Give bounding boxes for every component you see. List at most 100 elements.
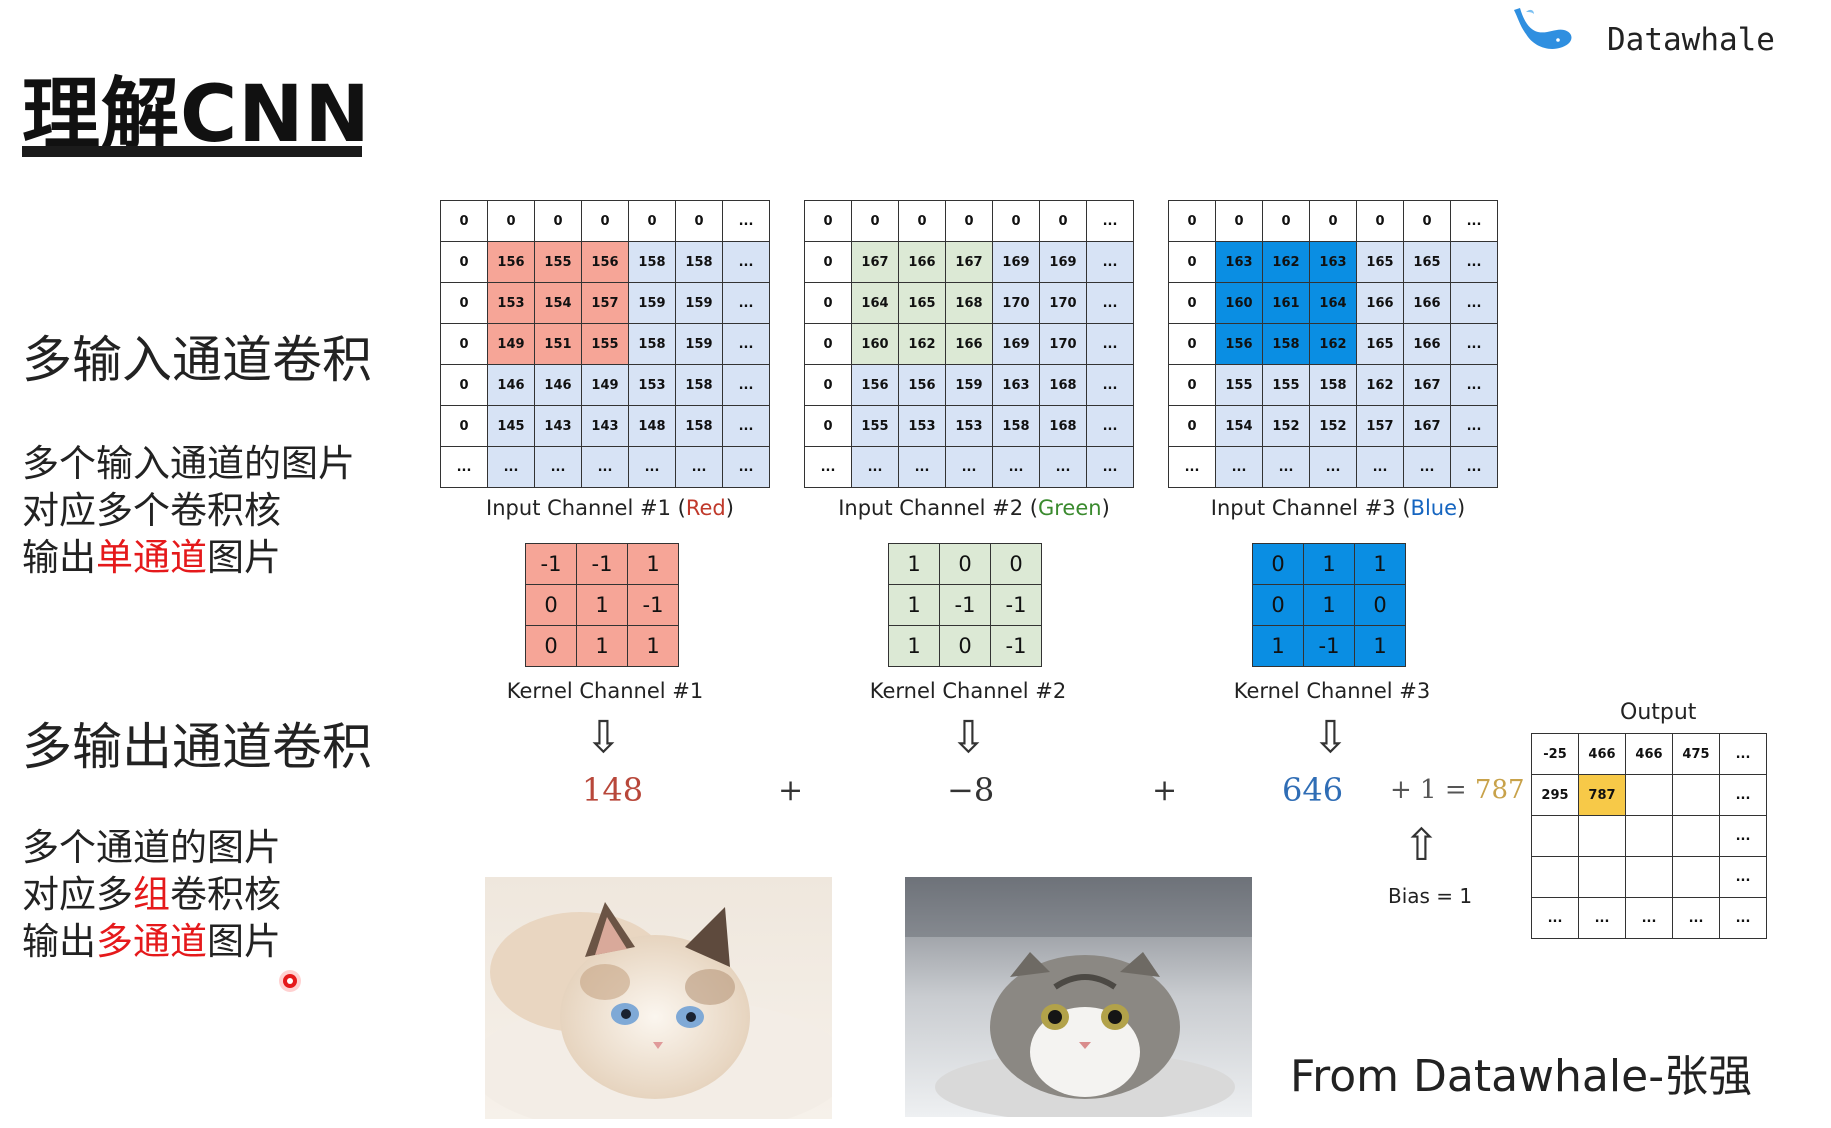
grid-cell: 0 <box>534 200 582 242</box>
grid-cell: ... <box>722 405 770 447</box>
section2-text: 多个通道的图片 对应多组卷积核 输出多通道图片 <box>22 824 281 965</box>
grid-cell: 0 <box>804 282 852 324</box>
grid-cell: ... <box>1086 323 1134 365</box>
grid-cell: 170 <box>1039 323 1087 365</box>
caption-suffix: ) <box>725 496 734 520</box>
grid-cell: 145 <box>487 405 535 447</box>
grid-cell: 0 <box>1168 282 1216 324</box>
kernel-3-grid: 0 1 1 0 1 0 1 -1 1 <box>1252 543 1406 667</box>
grid-cell: 0 <box>945 200 993 242</box>
pointer-dot-icon <box>279 970 301 992</box>
grid-cell: 158 <box>1262 323 1310 365</box>
kernel-caption: Kernel Channel #3 <box>1233 679 1431 703</box>
grid-cell: ... <box>851 446 899 488</box>
grid-cell: ... <box>722 323 770 365</box>
grid-cell: ... <box>628 446 676 488</box>
text-span: 输出 <box>22 920 96 963</box>
grid-cell: 0 <box>675 200 723 242</box>
grid-cell: 153 <box>628 364 676 406</box>
output-title: Output <box>1620 700 1697 725</box>
kernel-cell: 0 <box>939 625 991 667</box>
grid-cell: 156 <box>851 364 899 406</box>
grid-cell: 166 <box>898 241 946 283</box>
text-span: 卷积核 <box>170 873 281 916</box>
grid-cell: ... <box>1450 200 1498 242</box>
grid-cell: 149 <box>487 323 535 365</box>
grid-cell: 167 <box>945 241 993 283</box>
grid-cell: 0 <box>1168 364 1216 406</box>
grid-cell: 0 <box>1168 200 1216 242</box>
kernel-1-grid: -1 -1 1 0 1 -1 0 1 1 <box>525 543 679 667</box>
grid-cell: ... <box>1215 446 1263 488</box>
highlight-text: 单通道 <box>96 536 207 579</box>
channel3-result: 646 <box>1282 771 1344 809</box>
output-cell: 787 <box>1578 774 1626 816</box>
grid-cell: 155 <box>534 241 582 283</box>
caption-color-word: Green <box>1037 496 1102 520</box>
grid-cell: 156 <box>581 241 629 283</box>
grid-cell: ... <box>804 446 852 488</box>
kernel-cell: -1 <box>525 543 577 585</box>
kernel-cell: 1 <box>1303 543 1355 585</box>
section2-line: 输出多通道图片 <box>22 918 281 965</box>
kernel-cell: -1 <box>1303 625 1355 667</box>
grid-cell: 158 <box>675 364 723 406</box>
text-span: 多个输入通道的图片 <box>22 442 355 485</box>
grid-cell: 155 <box>851 405 899 447</box>
grid-cell: 155 <box>581 323 629 365</box>
grid-cell: 167 <box>1403 364 1451 406</box>
grid-cell: ... <box>581 446 629 488</box>
grid-cell: 165 <box>898 282 946 324</box>
output-cell <box>1672 815 1720 857</box>
input-channel-3-grid: 0 0 0 0 0 0... 0 163 162 163 165 165... 0 160 161 164 16… <box>1168 200 1498 488</box>
input-channel-1-grid: 0 0 0 0 0 0... 0 156 155 156 158 158... 0 153 154 157 15… <box>440 200 770 488</box>
grid-cell: ... <box>1086 364 1134 406</box>
section2-line: 对应多组卷积核 <box>22 871 281 918</box>
kernel-cell: 0 <box>1354 584 1406 626</box>
output-cell <box>1625 856 1673 898</box>
kernel-cell: 0 <box>525 584 577 626</box>
grid-cell: 158 <box>1309 364 1357 406</box>
grid-cell: 159 <box>628 282 676 324</box>
kernel-cell: 0 <box>990 543 1042 585</box>
grid-cell: 160 <box>1215 282 1263 324</box>
kernel-caption: Kernel Channel #1 <box>506 679 704 703</box>
grid-cell: 0 <box>440 241 488 283</box>
section2-line: 多个通道的图片 <box>22 824 281 871</box>
highlight-text: 多通道 <box>96 920 207 963</box>
grid-cell: 169 <box>1039 241 1087 283</box>
grid-cell: 0 <box>804 364 852 406</box>
grid-cell: 155 <box>1262 364 1310 406</box>
ragdoll-cat-photo <box>485 877 832 1119</box>
caption-prefix: Input Channel #3 ( <box>1210 496 1411 520</box>
input-channel-caption: Input Channel #3 (Blue) <box>1168 496 1508 520</box>
section1-text: 多个输入通道的图片 对应多个卷积核 输出单通道图片 <box>22 440 355 581</box>
bias-add: + 1 = <box>1390 775 1475 805</box>
output-cell: ... <box>1719 897 1767 939</box>
grid-cell: 165 <box>1356 241 1404 283</box>
grid-cell: 157 <box>1356 405 1404 447</box>
kernel-cell: 1 <box>888 584 940 626</box>
kernel-cell: -1 <box>990 584 1042 626</box>
grid-cell: 0 <box>804 405 852 447</box>
grid-cell: 156 <box>898 364 946 406</box>
kernel-cell: 0 <box>1252 584 1304 626</box>
bias-label: Bias = 1 <box>1388 884 1473 908</box>
output-cell: ... <box>1531 897 1579 939</box>
grid-cell: 169 <box>992 323 1040 365</box>
output-cell: 466 <box>1625 733 1673 775</box>
text-span: 对应多 <box>22 873 133 916</box>
grid-cell: 162 <box>1309 323 1357 365</box>
grid-cell: 146 <box>487 364 535 406</box>
grid-cell: ... <box>534 446 582 488</box>
kernel-cell: 1 <box>888 543 940 585</box>
grid-cell: 0 <box>898 200 946 242</box>
caption-suffix: ) <box>1101 496 1110 520</box>
grid-cell: 0 <box>1039 200 1087 242</box>
grid-cell: 159 <box>945 364 993 406</box>
grid-cell: 168 <box>1039 364 1087 406</box>
grid-cell: ... <box>722 241 770 283</box>
text-span: 多个通道的图片 <box>22 826 281 869</box>
grid-cell: ... <box>1086 200 1134 242</box>
grid-cell: 164 <box>851 282 899 324</box>
